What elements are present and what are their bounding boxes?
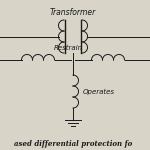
Text: ased differential protection fo: ased differential protection fo xyxy=(14,140,132,148)
Text: Restrain: Restrain xyxy=(53,45,82,51)
Text: Transformer: Transformer xyxy=(50,8,96,17)
Text: Operates: Operates xyxy=(82,88,114,94)
